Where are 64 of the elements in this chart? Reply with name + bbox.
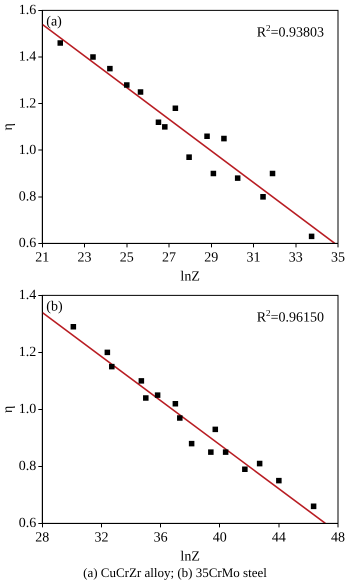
point <box>260 194 266 200</box>
x-tick-label: 28 <box>35 530 50 546</box>
x-tick-label: 33 <box>288 250 303 266</box>
point <box>208 449 214 455</box>
point <box>143 395 149 401</box>
point <box>222 449 228 455</box>
point <box>177 415 183 421</box>
x-tick-label: 40 <box>212 530 227 546</box>
x-tick-label: 32 <box>94 530 108 546</box>
point <box>310 504 316 510</box>
x-tick-label: 29 <box>204 250 218 266</box>
point <box>138 378 144 384</box>
point <box>90 54 96 60</box>
point <box>270 170 276 176</box>
x-axis-title: lnZ <box>180 549 200 564</box>
y-tick-label: 1.0 <box>18 142 36 158</box>
point <box>188 440 194 446</box>
y-tick-label: 1.6 <box>18 3 36 18</box>
point <box>124 82 130 88</box>
point <box>138 89 144 95</box>
point <box>57 40 64 46</box>
x-tick-label: 48 <box>331 530 345 546</box>
x-axis-title: lnZ <box>180 269 200 284</box>
y-tick-label: 1.0 <box>18 402 36 418</box>
y-axis-title: η <box>1 123 16 131</box>
x-tick-label: 35 <box>331 250 345 266</box>
point <box>234 175 240 181</box>
point <box>104 350 110 356</box>
annotation: (b) <box>46 299 63 314</box>
x-tick-label: 25 <box>120 250 134 266</box>
point <box>70 324 76 330</box>
point <box>156 119 162 126</box>
point <box>107 66 113 72</box>
point <box>276 478 282 484</box>
y-tick-label: 1.2 <box>18 96 36 112</box>
y-tick-label: 0.6 <box>18 236 36 252</box>
annotation: (a) <box>46 14 62 30</box>
point <box>186 154 192 160</box>
point <box>256 460 262 466</box>
x-tick-label: 31 <box>246 250 261 266</box>
x-tick-label: 44 <box>272 530 286 546</box>
point <box>242 466 248 472</box>
x-tick-label: 36 <box>154 530 168 546</box>
x-tick-label: 23 <box>78 250 92 266</box>
y-tick-label: 0.8 <box>18 189 36 204</box>
y-tick-label: 1.4 <box>18 288 36 304</box>
point <box>221 136 227 142</box>
y-tick-label: 1.2 <box>18 345 36 360</box>
point <box>204 133 210 139</box>
y-axis-title: η <box>1 406 16 414</box>
point <box>172 400 178 406</box>
x-tick-label: 21 <box>35 250 50 266</box>
y-tick-label: 1.4 <box>18 50 36 65</box>
point <box>308 234 314 240</box>
point <box>154 392 160 398</box>
y-tick-label: 0.8 <box>18 459 36 474</box>
point <box>109 364 115 370</box>
y-tick-label: 0.6 <box>18 516 36 532</box>
x-tick-label: 27 <box>162 250 176 266</box>
point <box>212 426 218 432</box>
point <box>172 106 178 112</box>
point <box>162 124 168 130</box>
text: (a) CuCrZr alloy; (b) 35CrMo steel <box>82 565 268 581</box>
point <box>210 170 216 176</box>
